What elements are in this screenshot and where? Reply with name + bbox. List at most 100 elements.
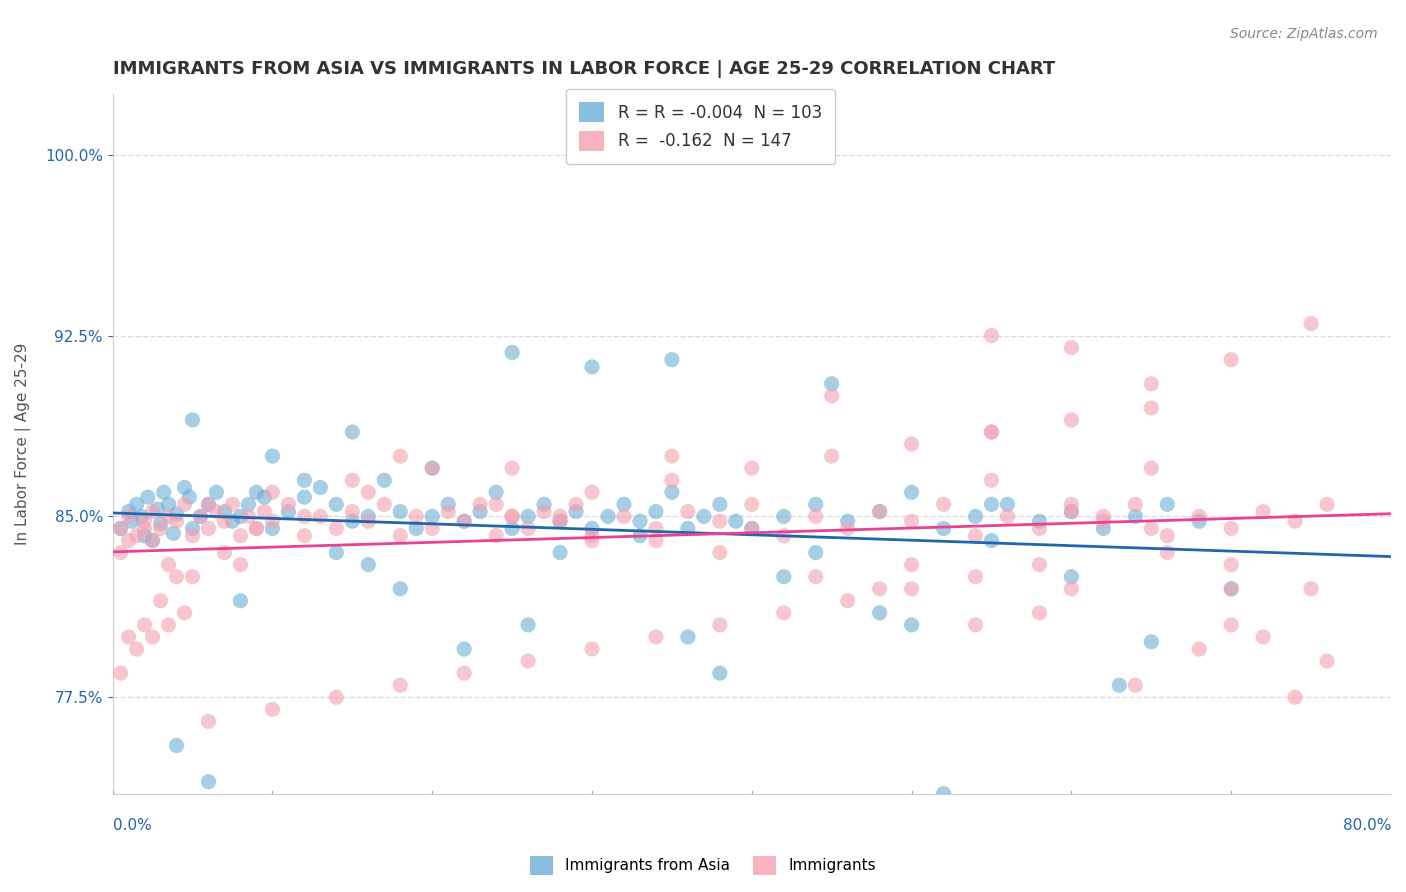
Point	[1220, 352, 1243, 367]
Point	[134, 618, 156, 632]
Point	[468, 497, 491, 511]
Point	[325, 521, 347, 535]
Point	[709, 497, 731, 511]
Point	[238, 497, 260, 511]
Point	[142, 533, 165, 548]
Point	[1251, 505, 1274, 519]
Point	[501, 461, 523, 475]
Point	[117, 505, 139, 519]
Point	[772, 509, 794, 524]
Point	[869, 505, 891, 519]
Point	[661, 352, 683, 367]
Point	[772, 606, 794, 620]
Point	[357, 509, 380, 524]
Point	[1140, 461, 1163, 475]
Point	[131, 509, 153, 524]
Point	[485, 485, 508, 500]
Point	[453, 514, 475, 528]
Point	[900, 514, 922, 528]
Point	[980, 497, 1002, 511]
Point	[292, 529, 315, 543]
Point	[142, 533, 165, 548]
Point	[125, 497, 148, 511]
Point	[1092, 509, 1115, 524]
Point	[821, 449, 844, 463]
Point	[197, 714, 219, 729]
Point	[1140, 401, 1163, 415]
Point	[837, 514, 859, 528]
Point	[453, 642, 475, 657]
Point	[501, 521, 523, 535]
Point	[501, 509, 523, 524]
Point	[292, 473, 315, 487]
Point	[1060, 341, 1083, 355]
Point	[821, 376, 844, 391]
Point	[389, 449, 412, 463]
Point	[501, 345, 523, 359]
Point	[117, 509, 139, 524]
Y-axis label: In Labor Force | Age 25-29: In Labor Force | Age 25-29	[15, 343, 31, 545]
Point	[166, 507, 188, 521]
Text: Source: ZipAtlas.com: Source: ZipAtlas.com	[1230, 27, 1378, 41]
Point	[373, 497, 395, 511]
Point	[134, 514, 156, 528]
Point	[149, 594, 172, 608]
Point	[229, 509, 252, 524]
Point	[152, 485, 174, 500]
Point	[1220, 521, 1243, 535]
Point	[804, 545, 827, 559]
Point	[134, 529, 156, 543]
Point	[1156, 545, 1178, 559]
Point	[709, 514, 731, 528]
Point	[1060, 505, 1083, 519]
Point	[157, 558, 180, 572]
Point	[214, 505, 236, 519]
Point	[357, 514, 380, 528]
Point	[1316, 497, 1339, 511]
Point	[173, 497, 195, 511]
Point	[173, 606, 195, 620]
Point	[1220, 582, 1243, 596]
Point	[837, 594, 859, 608]
Point	[548, 514, 571, 528]
Point	[1028, 521, 1050, 535]
Point	[1301, 317, 1323, 331]
Point	[389, 529, 412, 543]
Point	[932, 497, 955, 511]
Point	[581, 533, 603, 548]
Point	[205, 505, 228, 519]
Point	[142, 630, 165, 644]
Point	[181, 570, 204, 584]
Point	[501, 509, 523, 524]
Point	[121, 514, 143, 528]
Point	[389, 678, 412, 692]
Point	[900, 558, 922, 572]
Point	[1092, 514, 1115, 528]
Point	[157, 497, 180, 511]
Point	[980, 473, 1002, 487]
Point	[548, 545, 571, 559]
Point	[179, 490, 201, 504]
Point	[110, 521, 132, 535]
Point	[709, 666, 731, 681]
Point	[1028, 514, 1050, 528]
Point	[804, 497, 827, 511]
Point	[596, 509, 619, 524]
Point	[420, 461, 443, 475]
Point	[965, 570, 987, 584]
Point	[1188, 514, 1211, 528]
Point	[965, 618, 987, 632]
Point	[173, 481, 195, 495]
Point	[645, 505, 668, 519]
Point	[645, 630, 668, 644]
Point	[965, 529, 987, 543]
Point	[277, 497, 299, 511]
Point	[741, 521, 763, 535]
Point	[869, 582, 891, 596]
Point	[238, 509, 260, 524]
Point	[980, 425, 1002, 439]
Point	[181, 521, 204, 535]
Point	[262, 514, 284, 528]
Point	[804, 509, 827, 524]
Text: 80.0%: 80.0%	[1343, 818, 1391, 833]
